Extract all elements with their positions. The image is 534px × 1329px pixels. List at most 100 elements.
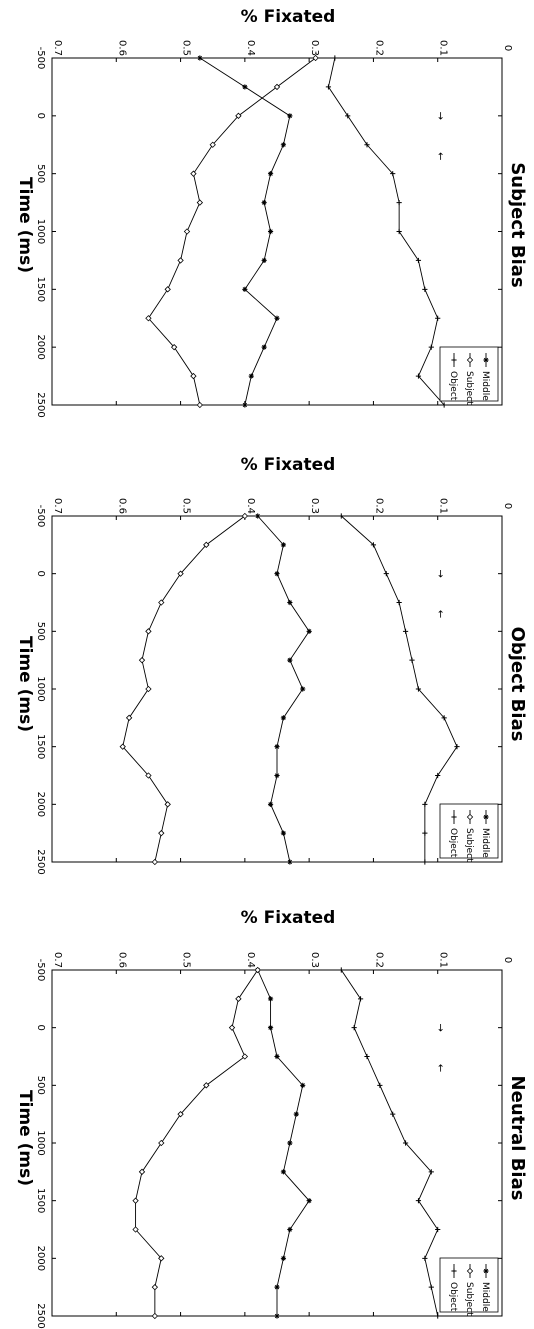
- point-middle: [280, 715, 287, 721]
- point-object: [332, 55, 338, 61]
- point-object: [428, 1284, 434, 1290]
- legend-marker: [451, 1268, 457, 1274]
- y-tick-label: 0: [502, 957, 513, 963]
- point-object: [415, 373, 422, 379]
- point-subject: [145, 628, 152, 635]
- point-subject: [158, 1139, 165, 1147]
- point-object: [402, 1140, 409, 1146]
- y-tick-label: 0.2: [373, 40, 384, 56]
- legend-label: Object: [448, 1282, 458, 1312]
- y-tick-label: 0.3: [309, 952, 320, 968]
- point-subject: [151, 858, 159, 866]
- point-object: [345, 113, 351, 119]
- point-subject: [235, 995, 242, 1002]
- y-axis-label: % Fixated: [241, 7, 336, 27]
- legend: Middle Subject Object: [439, 346, 499, 405]
- annotation-arrow: →: [435, 569, 446, 577]
- y-tick-label: 0.2: [373, 952, 384, 968]
- point-object: [415, 257, 422, 264]
- point-middle: [280, 142, 287, 148]
- y-tick-label: 0.6: [116, 952, 127, 968]
- series-line-subject: [135, 969, 259, 1316]
- point-subject: [151, 1284, 159, 1291]
- legend-marker: [466, 356, 474, 364]
- point-middle: [287, 599, 293, 606]
- point-subject: [190, 170, 197, 177]
- legend-marker: [483, 1268, 489, 1274]
- legend-label: Subject: [464, 828, 474, 862]
- y-tick-label: 0.5: [181, 498, 192, 514]
- x-tick-label: -500: [35, 959, 46, 982]
- plot-frame: [51, 515, 503, 863]
- legend-label: Object: [448, 371, 458, 401]
- point-object: [351, 1025, 357, 1031]
- point-middle: [300, 1082, 306, 1088]
- point-middle: [242, 286, 248, 292]
- point-object: [377, 1082, 383, 1088]
- point-object: [383, 571, 389, 577]
- point-object: [422, 286, 428, 292]
- point-object: [370, 542, 377, 548]
- point-middle: [280, 1255, 287, 1261]
- x-tick-label: 1000: [35, 219, 46, 244]
- point-middle: [280, 1169, 287, 1175]
- point-subject: [254, 966, 261, 974]
- point-object: [396, 199, 402, 206]
- point-object: [435, 315, 441, 321]
- point-subject: [203, 1082, 210, 1089]
- point-middle: [261, 257, 267, 264]
- plot-area: 0 0.1 0.2 0.3 0.4 0.5 0.6 0.7 -500 0 500 1000 1500 20…: [35, 40, 513, 418]
- point-middle: [197, 55, 203, 61]
- point-middle: [280, 830, 287, 836]
- point-subject: [138, 657, 146, 664]
- x-tick-label: 2500: [35, 1303, 46, 1328]
- point-middle: [267, 228, 274, 235]
- point-subject: [196, 199, 204, 206]
- point-subject: [273, 83, 281, 91]
- legend-box: [439, 1257, 499, 1313]
- legend-label: Object: [448, 828, 458, 858]
- panel-neutral-bias: Neutral Bias % Fixated Time (ms): [15, 908, 528, 1200]
- point-subject: [170, 344, 178, 351]
- point-middle: [267, 171, 274, 177]
- annotation-arrow: ←: [435, 610, 446, 618]
- point-middle: [274, 1284, 280, 1290]
- point-middle: [274, 1313, 280, 1319]
- point-subject: [158, 830, 165, 837]
- point-object: [409, 657, 415, 663]
- point-middle: [274, 1053, 280, 1060]
- panel-subject-bias: Subject Bias % Fixated Time (ms): [15, 7, 528, 288]
- point-subject: [235, 112, 242, 119]
- point-subject: [241, 512, 249, 520]
- y-tick-label: 0.7: [52, 40, 63, 56]
- point-middle: [267, 801, 274, 807]
- point-object: [422, 1255, 428, 1261]
- legend: Middle Subject Object: [439, 1257, 499, 1316]
- annotation-arrow: ←: [435, 152, 446, 160]
- y-tick-label: 0.7: [52, 498, 63, 514]
- x-tick-label: 500: [35, 1076, 46, 1095]
- point-subject: [177, 1111, 184, 1118]
- y-tick-label: 0.3: [309, 40, 320, 56]
- annotation-arrow: →: [435, 112, 446, 120]
- point-subject: [145, 772, 152, 779]
- point-subject: [164, 286, 171, 293]
- x-tick-label: -500: [35, 505, 46, 528]
- series-line-subject: [147, 57, 316, 406]
- point-middle: [261, 199, 267, 206]
- x-tick-label: 2500: [35, 392, 46, 417]
- point-subject: [119, 743, 126, 750]
- x-tick-label: 0: [35, 570, 46, 576]
- point-middle: [306, 1198, 312, 1204]
- point-object: [364, 142, 370, 148]
- legend-label: Subject: [464, 371, 474, 405]
- panel-title: Neutral Bias: [507, 1076, 528, 1201]
- legend-label: Middle: [480, 1282, 490, 1312]
- y-axis-label: % Fixated: [241, 455, 336, 475]
- point-middle: [248, 373, 254, 379]
- point-object: [402, 628, 409, 634]
- legend-marker: [451, 357, 457, 363]
- point-middle: [287, 1226, 293, 1233]
- point-object: [428, 344, 434, 350]
